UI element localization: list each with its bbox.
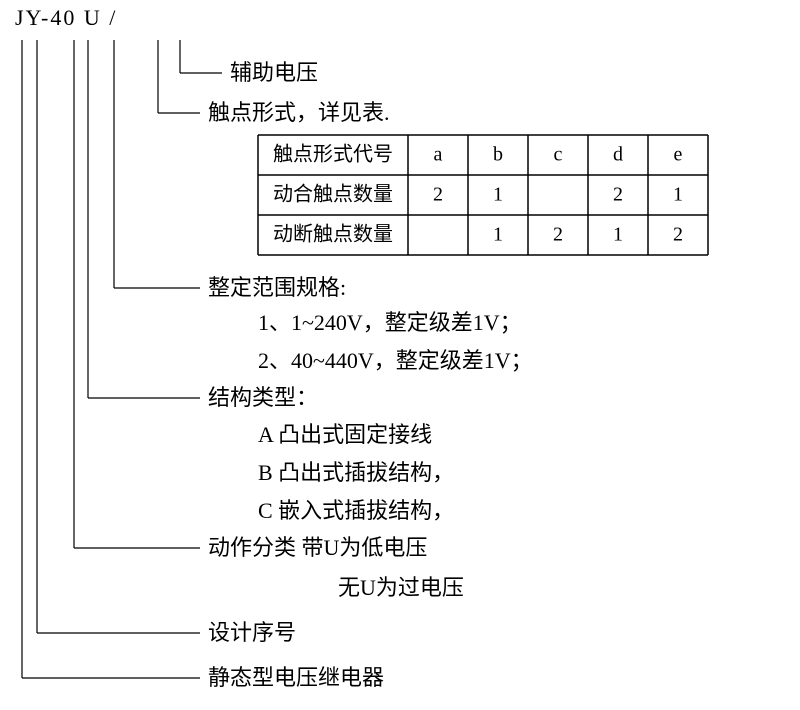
table-cell: 触点形式代号 <box>273 143 393 166</box>
table-cell: 2 <box>613 184 623 206</box>
table-cell: c <box>554 144 563 166</box>
table-cell: 动合触点数量 <box>273 183 393 206</box>
table-cell: d <box>613 144 623 166</box>
setting-range-line: 1、1~240V，整定级差1V； <box>258 310 522 335</box>
table-cell: 2 <box>673 224 683 246</box>
branch-label-6: 静态型电压继电器 <box>208 665 384 690</box>
structure-line: C 嵌入式插拔结构， <box>258 498 454 523</box>
branch-label-5: 设计序号 <box>208 620 296 645</box>
branch-label-1: 触点形式，详见表. <box>208 100 390 125</box>
model-code-diagram: JY-40 U / 辅助电压触点形式，详见表. 整定范围规格: 结构类型： 动作分类 带… <box>0 0 800 710</box>
branch-label-2: 整定范围规格: <box>208 275 346 300</box>
table-cell: 2 <box>553 224 563 246</box>
table-cell: b <box>493 144 503 166</box>
contact-type-table: 触点形式代号 a b c d e 动合触点数量 2 1 2 1 动断触点数量 1 2 1 2 <box>258 135 708 255</box>
table-cell: 1 <box>673 184 683 206</box>
table-cell: 1 <box>493 184 503 206</box>
table-cell: e <box>674 144 683 166</box>
model-code: JY-40 U / <box>15 5 117 30</box>
table-cell: a <box>434 144 443 166</box>
table-cell: 1 <box>493 224 503 246</box>
leader-lines <box>22 40 222 678</box>
branch-label-3: 结构类型： <box>208 385 318 410</box>
structure-lines: A 凸出式固定接线 B 凸出式插拔结构， C 嵌入式插拔结构， <box>258 422 454 523</box>
branch-label-0: 辅助电压 <box>230 60 318 85</box>
table-cell: 2 <box>433 184 443 206</box>
structure-line: B 凸出式插拔结构， <box>258 460 454 485</box>
setting-range-lines: 1、1~240V，整定级差1V； 2、40~440V，整定级差1V； <box>258 310 533 373</box>
table-cell: 1 <box>613 224 623 246</box>
model-text: JY-40 U / <box>15 5 117 30</box>
branch-label-4: 动作分类 带U为低电压 <box>208 535 427 560</box>
structure-line: A 凸出式固定接线 <box>258 422 432 447</box>
setting-range-line: 2、40~440V，整定级差1V； <box>258 348 533 373</box>
action-line-2: 无U为过电压 <box>338 575 464 600</box>
table-cell: 动断触点数量 <box>273 223 393 246</box>
